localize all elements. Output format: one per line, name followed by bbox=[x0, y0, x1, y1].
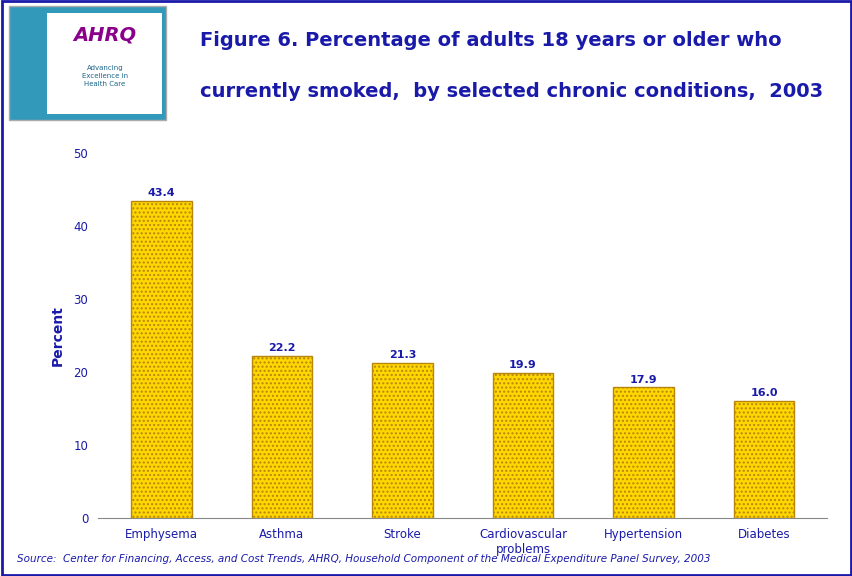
Text: 21.3: 21.3 bbox=[389, 350, 416, 359]
Bar bbox=[613, 388, 673, 518]
Text: Figure 6. Percentage of adults 18 years or older who: Figure 6. Percentage of adults 18 years … bbox=[200, 31, 781, 50]
Text: currently smoked,  by selected chronic conditions,  2003: currently smoked, by selected chronic co… bbox=[200, 82, 823, 101]
Bar bbox=[733, 401, 793, 518]
Y-axis label: Percent: Percent bbox=[51, 305, 65, 366]
Text: AHRQ: AHRQ bbox=[73, 26, 136, 45]
Bar bbox=[492, 373, 552, 518]
Text: 22.2: 22.2 bbox=[268, 343, 296, 353]
FancyBboxPatch shape bbox=[9, 6, 166, 120]
Text: Source:  Center for Financing, Access, and Cost Trends, AHRQ, Household Componen: Source: Center for Financing, Access, an… bbox=[17, 554, 710, 564]
Text: 17.9: 17.9 bbox=[629, 374, 657, 385]
Bar bbox=[131, 201, 192, 518]
Bar bbox=[372, 362, 432, 518]
Text: Advancing
Excellence in
Health Care: Advancing Excellence in Health Care bbox=[82, 65, 128, 87]
Text: 16.0: 16.0 bbox=[750, 388, 777, 399]
FancyBboxPatch shape bbox=[47, 13, 162, 114]
Text: 19.9: 19.9 bbox=[509, 360, 536, 370]
Text: 43.4: 43.4 bbox=[147, 188, 175, 198]
Bar bbox=[251, 356, 312, 518]
